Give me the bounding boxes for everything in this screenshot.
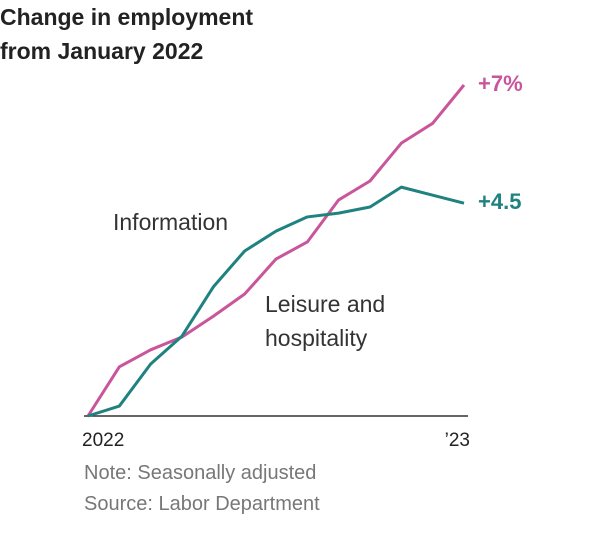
end-label: +4.5: [478, 189, 521, 214]
note: Note: Seasonally adjusted: [84, 462, 317, 484]
line: [86, 84, 466, 417]
line: [87, 185, 465, 418]
end-label: +7%: [478, 71, 523, 96]
x-tick-label: ’23: [445, 430, 470, 451]
chart-title: Change in employment from January 2022: [0, 4, 254, 64]
series-label: Leisure and hospitality: [265, 291, 386, 351]
series-label: Information: [113, 209, 229, 235]
x-tick-label: 2022: [82, 430, 124, 451]
source: Source: Labor Department: [84, 493, 320, 515]
